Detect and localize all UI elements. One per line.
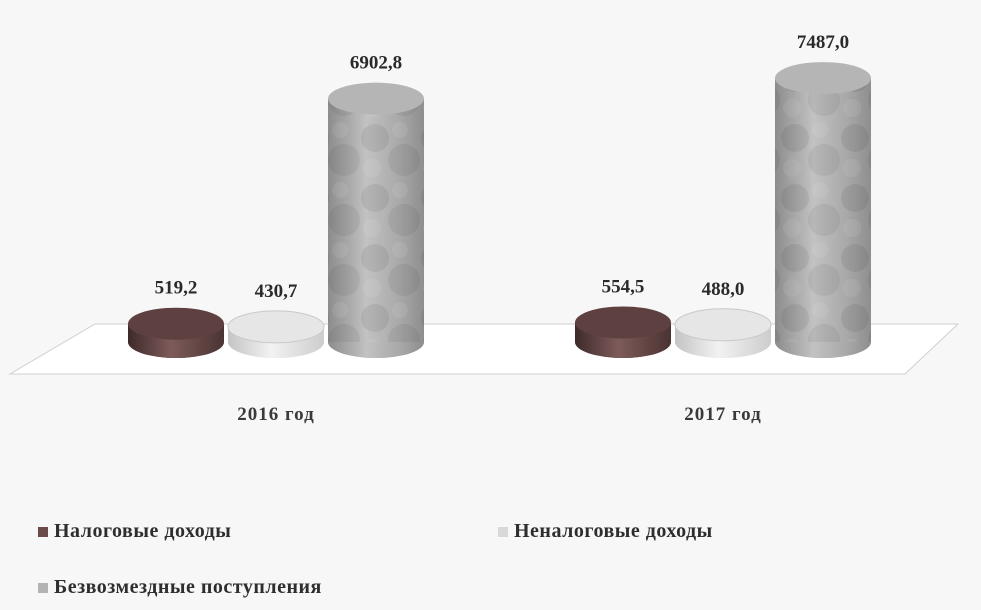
category-label-1: 2017 год: [684, 404, 761, 425]
bar-base-front: [228, 342, 324, 358]
bar-1-2: [775, 62, 871, 358]
bar-base-front: [575, 342, 671, 358]
bar-texture: [328, 98, 424, 342]
category-label-0: 2016 год: [237, 404, 314, 425]
bar-base-front: [675, 342, 771, 358]
value-label-1-1: 488,0: [702, 279, 745, 300]
bar-0-1: [227, 310, 325, 358]
value-label-0-1: 430,7: [255, 281, 298, 302]
bar-base-front: [328, 342, 424, 358]
value-label-1-0: 554,5: [602, 276, 645, 297]
bar-top: [328, 82, 424, 115]
value-labels-group: 519,2 430,7 6902,8 554,5 488,0 7487,0: [155, 32, 850, 302]
bar-base-front: [128, 342, 224, 358]
bar-1-0: [575, 306, 671, 358]
bar-texture: [775, 78, 871, 342]
category-labels-group: 2016 год 2017 год: [237, 404, 761, 425]
bar-0-2: [328, 82, 424, 358]
value-label-1-2: 7487,0: [797, 32, 849, 53]
bar-0-0: [128, 307, 224, 358]
bar-top: [775, 62, 871, 95]
bar-base-front: [775, 342, 871, 358]
bar-top: [674, 308, 772, 342]
value-label-0-0: 519,2: [155, 278, 198, 299]
bars-group: [128, 62, 871, 358]
bar-top: [575, 306, 671, 339]
value-label-0-2: 6902,8: [350, 53, 402, 74]
bar-top: [227, 310, 325, 344]
bar-top: [128, 307, 224, 340]
bar-1-1: [674, 308, 772, 358]
